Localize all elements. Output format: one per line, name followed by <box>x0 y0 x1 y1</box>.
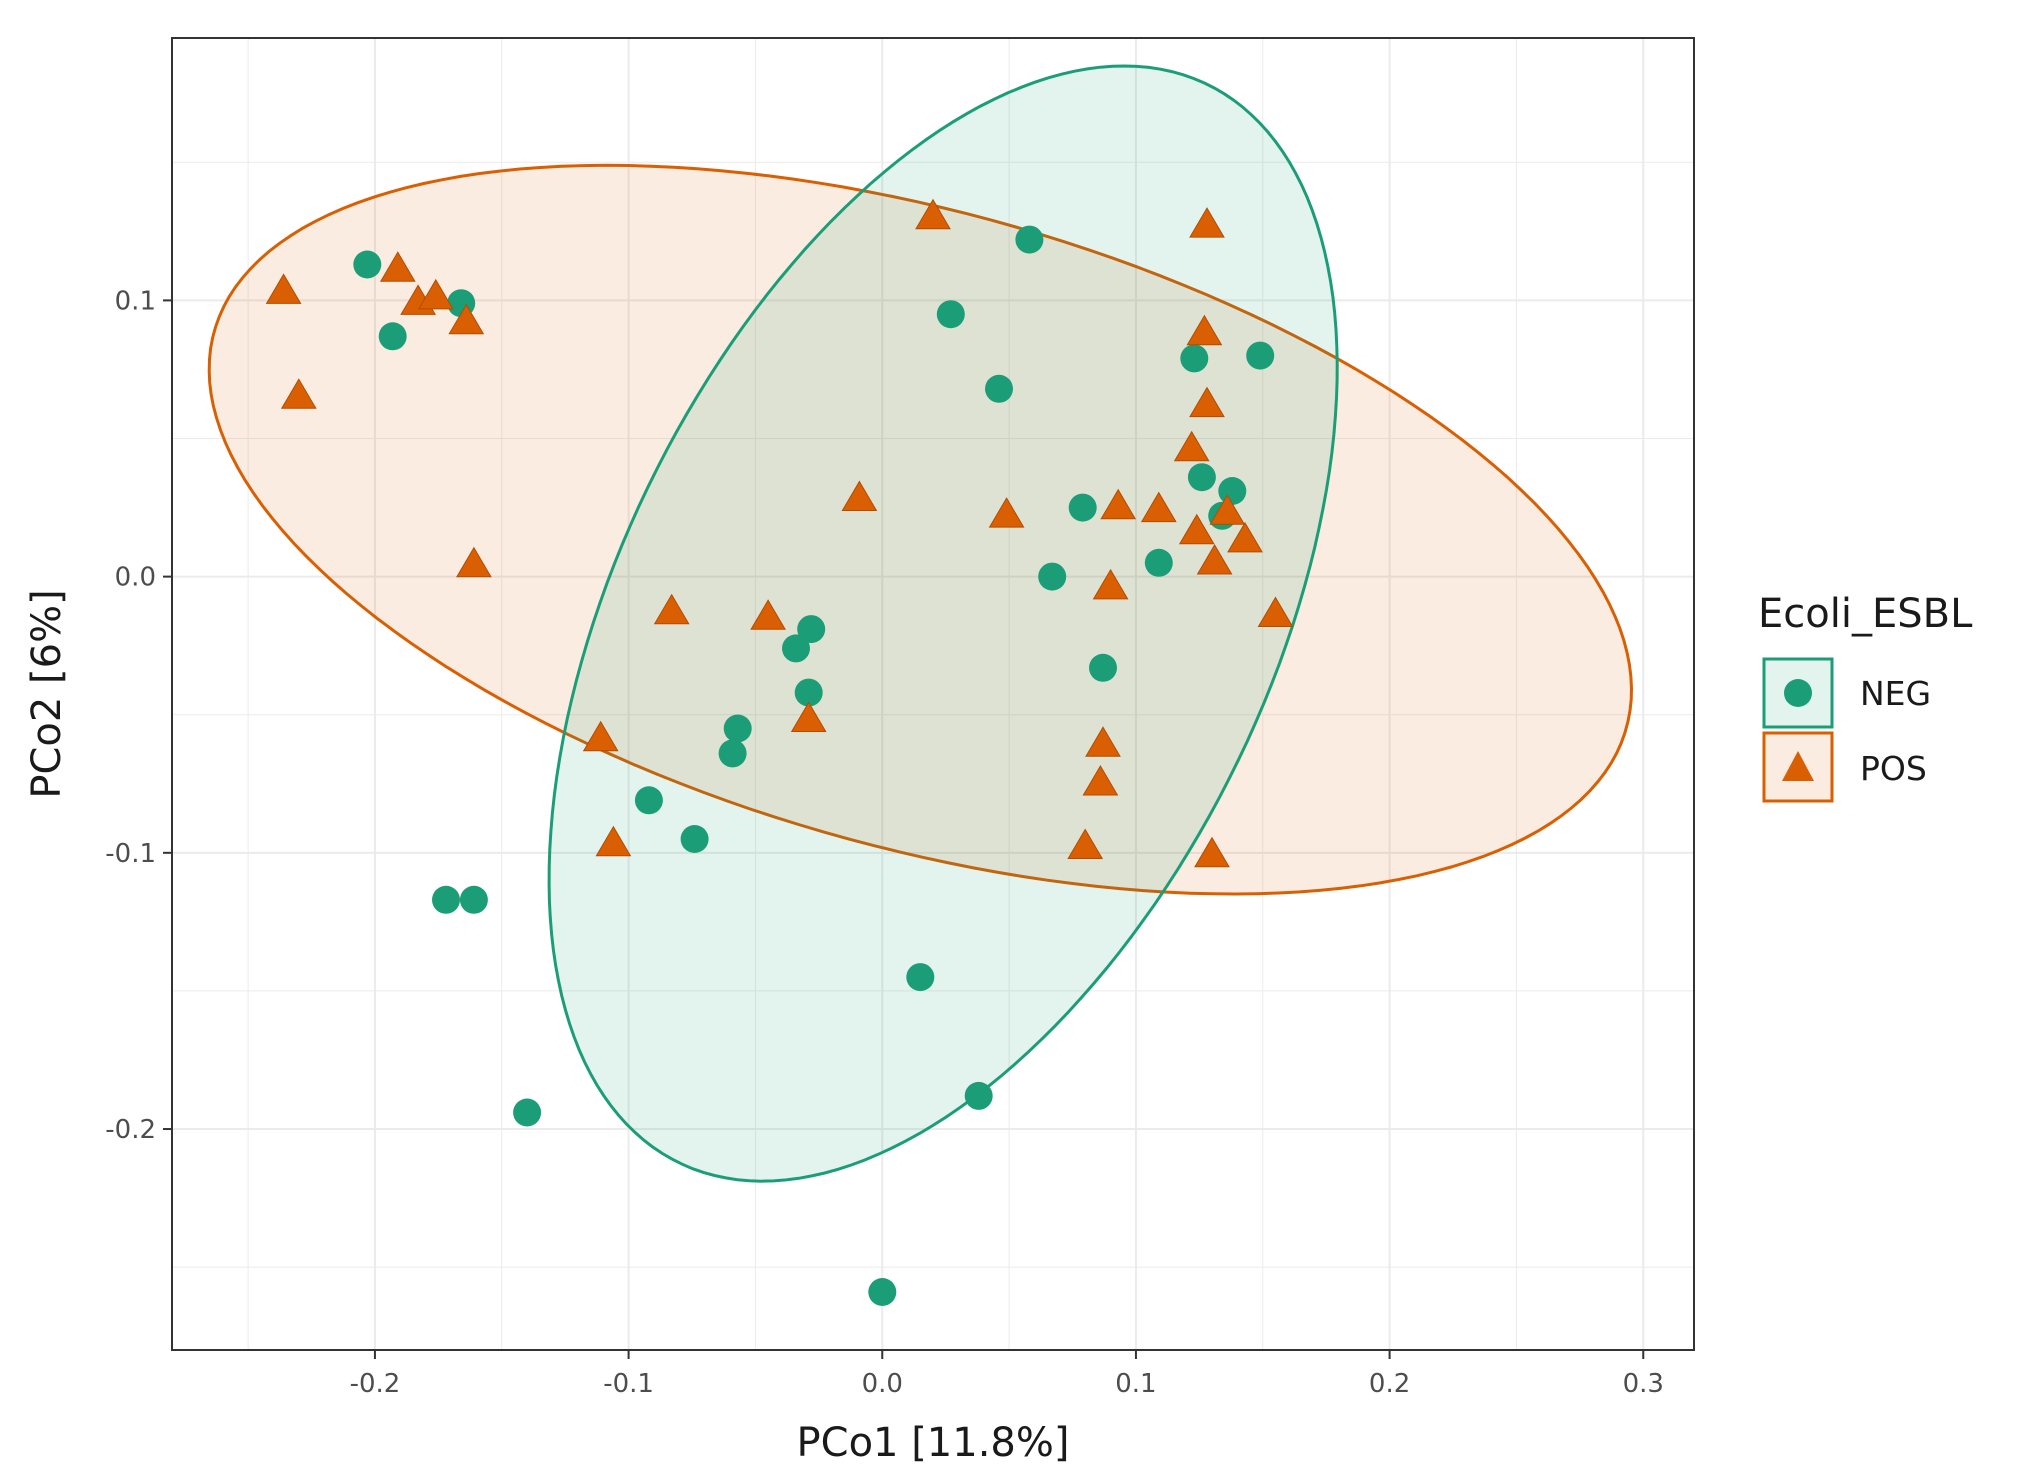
point-pos <box>841 480 878 511</box>
point-pos <box>1194 836 1230 868</box>
point-neg <box>680 825 709 853</box>
point-pos <box>790 701 827 732</box>
point-pos <box>1186 314 1223 346</box>
point-pos <box>1067 828 1104 859</box>
point-pos <box>379 251 416 282</box>
y-tick-label: 0.0 <box>115 563 156 593</box>
grid-lines <box>172 38 1694 1350</box>
point-pos <box>417 278 454 310</box>
point-pos <box>1092 568 1129 600</box>
point-pos <box>653 593 690 625</box>
point-pos <box>1209 494 1246 525</box>
y-axis-title: PCo2 [6%] <box>24 589 70 798</box>
point-pos <box>595 825 632 857</box>
point-pos <box>280 378 317 409</box>
panel-border <box>171 37 1695 1351</box>
legend-pos-triangle-icon <box>1782 751 1814 781</box>
point-neg <box>868 1278 897 1306</box>
point-neg <box>794 678 823 707</box>
point-neg <box>432 885 460 914</box>
point-neg <box>985 374 1013 403</box>
point-pos <box>456 546 492 578</box>
point-neg <box>1218 477 1247 505</box>
point-neg <box>1038 562 1067 591</box>
point-pos <box>1173 430 1210 462</box>
point-pos <box>915 198 951 230</box>
axes: -0.2 -0.1 0.0 0.1 0.2 0.3 -0.2 -0.1 0.0 0.1 <box>105 286 1664 1399</box>
ellipse-pos <box>207 163 1634 896</box>
point-neg <box>1089 653 1117 682</box>
x-tick-label: -0.2 <box>350 1369 401 1399</box>
confidence-ellipses <box>207 64 1634 1183</box>
ellipse-neg <box>547 64 1339 1183</box>
y-tick-label: -0.2 <box>105 1115 156 1145</box>
point-pos <box>1100 488 1137 520</box>
point-neg <box>634 786 663 815</box>
legend-title: Ecoli_ESBL <box>1758 591 1973 637</box>
legend-key-pos <box>1762 731 1834 803</box>
point-neg <box>782 634 810 663</box>
point-pos <box>1227 521 1263 553</box>
point-neg <box>936 300 965 329</box>
point-neg <box>1015 225 1044 254</box>
point-pos <box>1140 491 1177 523</box>
x-tick-label: 0.2 <box>1369 1369 1410 1399</box>
point-neg <box>1180 344 1209 373</box>
point-neg <box>718 739 747 768</box>
point-pos <box>988 497 1025 528</box>
legend-neg-circle-icon <box>1784 679 1812 707</box>
point-pos <box>1082 765 1119 796</box>
y-tick-label: -0.1 <box>105 839 156 869</box>
point-pos <box>265 273 302 304</box>
point-neg <box>1068 493 1097 522</box>
point-pos <box>1257 596 1294 627</box>
point-pos <box>448 303 485 335</box>
data-points <box>265 198 1294 1306</box>
x-axis-title: PCo1 [11.8%] <box>797 1420 1070 1466</box>
point-pos <box>1196 544 1233 575</box>
x-tick-label: 0.1 <box>1115 1369 1156 1399</box>
point-pos <box>1178 513 1215 545</box>
point-neg <box>378 322 407 351</box>
point-neg <box>723 714 752 743</box>
point-pos <box>582 720 619 752</box>
point-pos <box>1189 207 1225 238</box>
point-neg <box>513 1098 542 1127</box>
point-neg <box>353 250 382 279</box>
point-neg <box>964 1081 993 1110</box>
y-tick-label: 0.1 <box>115 286 156 316</box>
point-neg <box>1246 341 1275 370</box>
point-pos <box>1085 726 1121 757</box>
point-neg <box>1187 463 1216 492</box>
x-tick-label: -0.1 <box>603 1369 654 1399</box>
point-neg <box>906 963 935 992</box>
point-neg <box>1144 548 1173 577</box>
legend-label-pos: POS <box>1860 749 1927 788</box>
point-pos <box>1189 386 1225 418</box>
point-neg <box>797 615 826 644</box>
legend: Ecoli_ESBL NEG POS <box>1758 591 1973 803</box>
legend-label-neg: NEG <box>1860 674 1931 713</box>
x-tick-label: 0.3 <box>1623 1369 1664 1399</box>
point-neg <box>459 885 488 914</box>
point-pos <box>750 599 786 630</box>
x-tick-label: 0.0 <box>862 1369 903 1399</box>
plot-panel <box>172 38 1694 1350</box>
